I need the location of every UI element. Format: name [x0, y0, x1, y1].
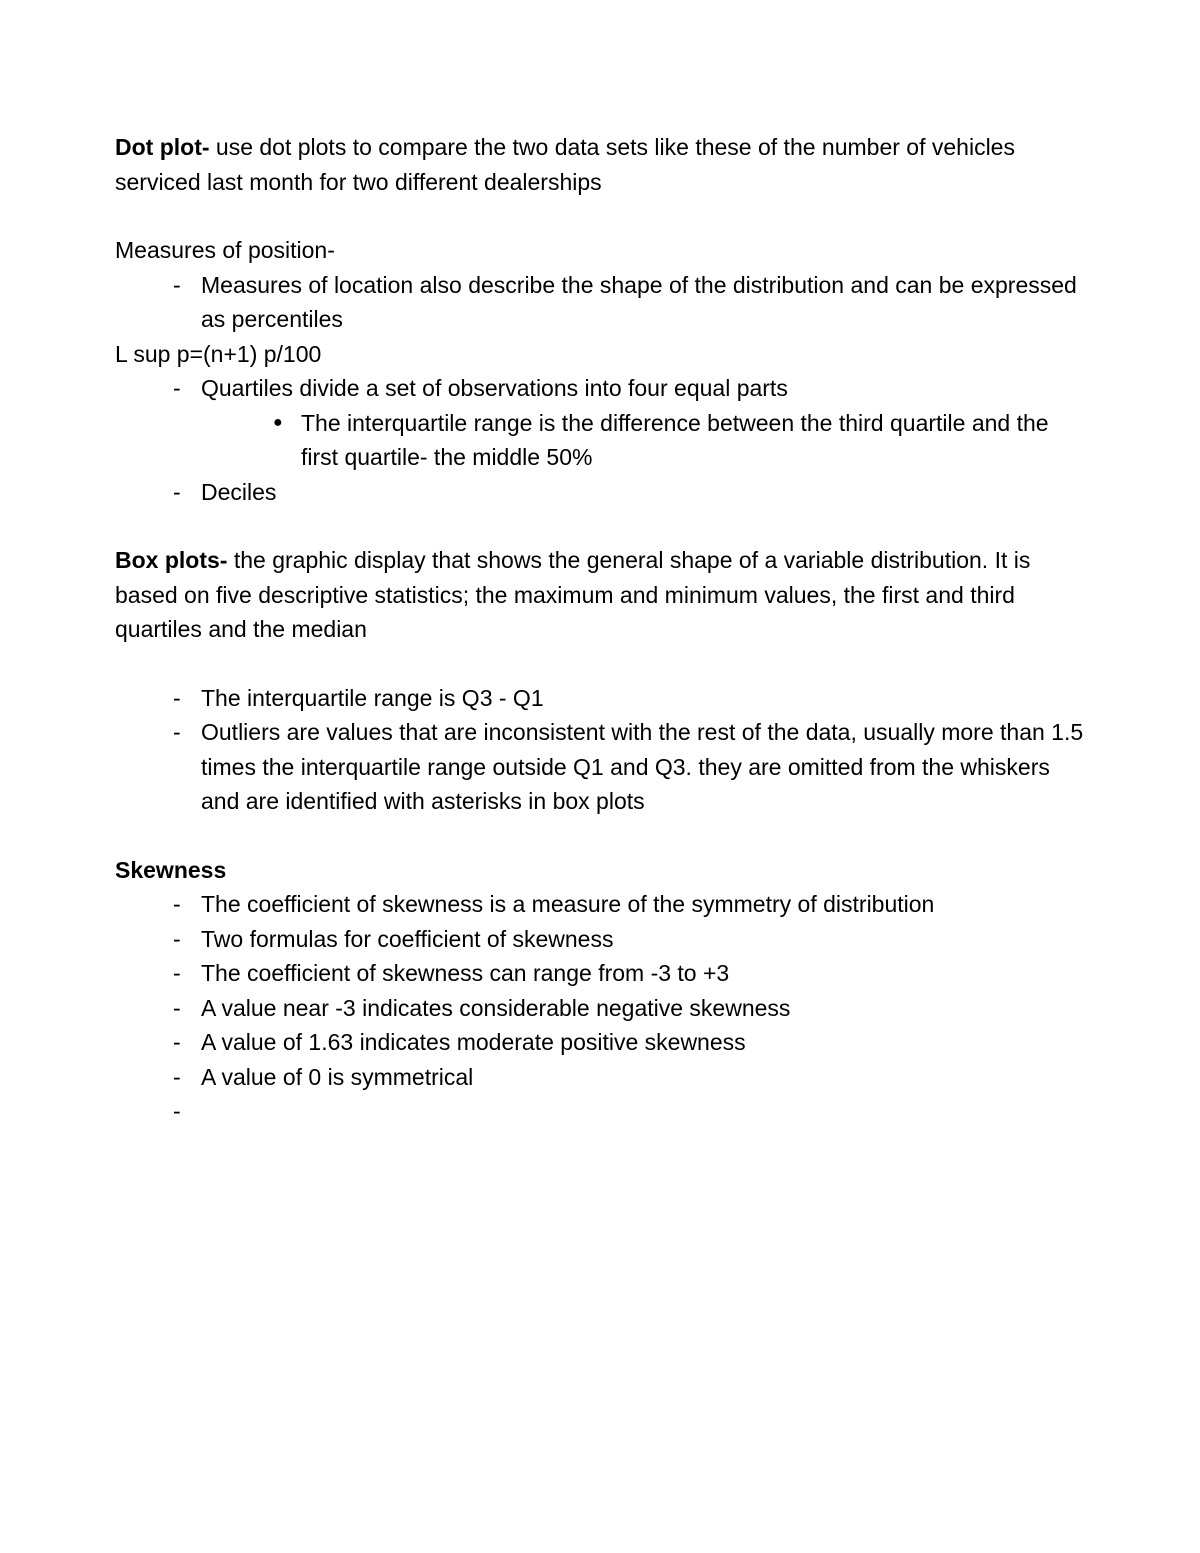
measures-header: Measures of position-: [115, 233, 1085, 268]
measures-sub-list: The interquartile range is the differenc…: [201, 406, 1085, 475]
measures-item-2: Quartiles divide a set of observations i…: [173, 371, 1085, 475]
box-plots-item-1: The interquartile range is Q3 - Q1: [173, 681, 1085, 716]
box-plots-title: Box plots-: [115, 547, 227, 573]
measures-item-1: Measures of location also describe the s…: [173, 268, 1085, 337]
measures-section: Measures of position- Measures of locati…: [115, 233, 1085, 509]
box-plots-list: The interquartile range is Q3 - Q1 Outli…: [115, 681, 1085, 819]
skewness-list: The coefficient of skewness is a measure…: [115, 887, 1085, 1094]
box-plots-item-2: Outliers are values that are inconsisten…: [173, 715, 1085, 819]
box-plots-intro: Box plots- the graphic display that show…: [115, 543, 1085, 647]
skewness-item-5: A value of 1.63 indicates moderate posit…: [173, 1025, 1085, 1060]
dot-plot-section: Dot plot- use dot plots to compare the t…: [115, 130, 1085, 199]
measures-list-1: Measures of location also describe the s…: [115, 268, 1085, 337]
measures-list-2: Quartiles divide a set of observations i…: [115, 371, 1085, 509]
dot-plot-title: Dot plot-: [115, 134, 210, 160]
skewness-item-3: The coefficient of skewness can range fr…: [173, 956, 1085, 991]
skewness-header: Skewness: [115, 853, 1085, 888]
measures-item-3: Deciles: [173, 475, 1085, 510]
box-plots-desc: the graphic display that shows the gener…: [115, 547, 1030, 642]
measures-formula: L sup p=(n+1) p/100: [115, 337, 1085, 372]
skewness-section: Skewness The coefficient of skewness is …: [115, 853, 1085, 1095]
skewness-item-6: A value of 0 is symmetrical: [173, 1060, 1085, 1095]
skewness-item-2: Two formulas for coefficient of skewness: [173, 922, 1085, 957]
quartiles-text: Quartiles divide a set of observations i…: [201, 375, 788, 401]
measures-sub-1: The interquartile range is the differenc…: [273, 406, 1085, 475]
skewness-item-4: A value near -3 indicates considerable n…: [173, 991, 1085, 1026]
dot-plot-desc: use dot plots to compare the two data se…: [115, 134, 1015, 195]
skewness-item-1: The coefficient of skewness is a measure…: [173, 887, 1085, 922]
box-plots-list-section: The interquartile range is Q3 - Q1 Outli…: [115, 681, 1085, 819]
